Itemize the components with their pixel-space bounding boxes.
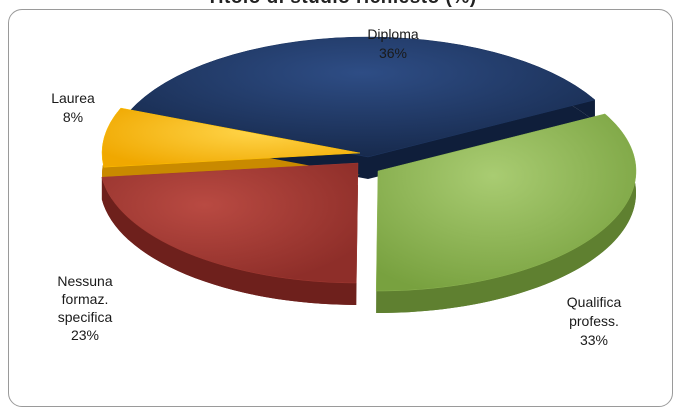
slice-value-label: 33% bbox=[580, 332, 608, 348]
slice-category-label: Laurea bbox=[51, 90, 95, 106]
slice-value-label: 36% bbox=[379, 45, 407, 61]
data-label-diploma: Diploma 36% bbox=[367, 26, 419, 61]
chart-title: Titolo di studio richiesto (%) bbox=[0, 0, 683, 9]
pie-slice-rim-nessuna-formaz-specifica bbox=[101, 177, 357, 305]
slice-value-label: 23% bbox=[71, 327, 99, 343]
slice-category-label: Diploma bbox=[367, 26, 419, 42]
data-label-nessuna-formaz-specifica: Nessuna formaz. specifica 23% bbox=[57, 273, 112, 343]
pie-slice-rim-qualifica-profess bbox=[376, 113, 636, 313]
slice-value-label: 8% bbox=[63, 109, 83, 125]
data-label-laurea: Laurea 8% bbox=[51, 90, 95, 125]
slice-category-label: Nessuna formaz. specifica bbox=[57, 273, 112, 325]
slice-category-label: Qualifica profess. bbox=[567, 294, 622, 329]
pie-slice-diploma bbox=[128, 36, 596, 158]
chart-title-strip: Titolo di studio richiesto (%) bbox=[0, 0, 683, 11]
pie-slice-qualifica-profess bbox=[375, 113, 637, 292]
data-label-qualifica-profess: Qualifica profess. 33% bbox=[567, 294, 622, 348]
pie-slice-nessuna-formaz-specifica bbox=[101, 162, 359, 284]
pie-slice-laurea bbox=[101, 107, 361, 168]
